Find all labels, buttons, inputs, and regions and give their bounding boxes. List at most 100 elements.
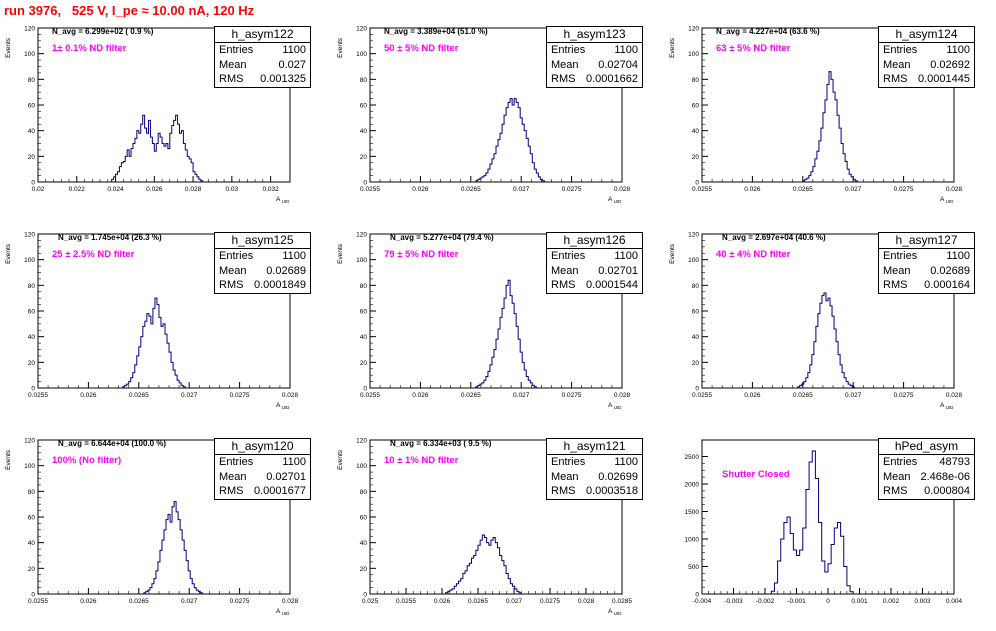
y-tick-label: 0 — [363, 180, 367, 187]
stats-value: 1100 — [946, 44, 970, 56]
n-avg-label: N_avg = 6.299e+02 ( 0.9 %) — [52, 27, 154, 36]
x-tick-label: 0.002 — [883, 598, 900, 605]
histogram-name: hPed_asym — [879, 439, 974, 455]
stats-row-entries: Entries 1100 — [215, 455, 310, 470]
stats-value: 0.02701 — [598, 264, 638, 277]
y-tick-label: 1000 — [685, 537, 700, 544]
y-tick-label: 100 — [356, 51, 367, 58]
stats-value: 0.001325 — [260, 73, 306, 85]
stats-value: 0.000804 — [924, 485, 970, 497]
stats-box: h_asym120 Entries 1100 Mean 0.02701 RMS 0.0001… — [214, 438, 311, 500]
x-axis-title: A UID — [940, 402, 954, 410]
stats-row-rms: RMS 0.0001849 — [215, 278, 310, 293]
y-tick-label: 60 — [360, 309, 368, 316]
y-tick-label: 60 — [692, 103, 700, 110]
y-tick-label: 60 — [28, 309, 36, 316]
stats-box: h_asym123 Entries 1100 Mean 0.02704 RMS 0.0001… — [546, 26, 643, 88]
x-tick-label: 0.026 — [80, 598, 97, 605]
stats-row-mean: Mean 2.468e-06 — [879, 470, 974, 485]
x-tick-label: 0.026 — [744, 392, 761, 399]
y-tick-label: 80 — [692, 283, 700, 290]
y-axis-title: Events — [5, 243, 12, 264]
y-tick-label: 80 — [360, 283, 368, 290]
y-tick-label: 0 — [363, 592, 367, 599]
histogram-series — [143, 501, 203, 594]
x-tick-label: 0.027 — [845, 392, 862, 399]
x-tick-label: 0 — [826, 598, 830, 605]
y-tick-label: 500 — [688, 564, 699, 571]
y-axis-title: Events — [669, 243, 676, 264]
x-tick-label: 0.028 — [282, 598, 299, 605]
stats-value: 1100 — [614, 456, 638, 468]
n-avg-label: N_avg = 1.745e+04 (26.3 %) — [58, 233, 162, 242]
y-tick-label: 40 — [28, 540, 36, 547]
y-tick-label: 20 — [28, 566, 36, 573]
stats-value: 1100 — [282, 250, 306, 262]
x-tick-label: 0.028 — [578, 598, 595, 605]
y-tick-label: 40 — [28, 128, 36, 135]
y-tick-label: 60 — [28, 515, 36, 522]
stats-box: hPed_asym Entries 48793 Mean 2.468e-06 RMS 0.0… — [878, 438, 975, 500]
stats-box: h_asym127 Entries 1100 Mean 0.02689 RMS 0.0001… — [878, 232, 975, 294]
stats-value: 0.02692 — [930, 58, 970, 71]
y-tick-label: 20 — [692, 154, 700, 161]
filter-label: 63 ± 5% ND filter — [716, 43, 791, 54]
x-tick-label: 0.028 — [614, 392, 631, 399]
x-tick-label: -0.004 — [693, 598, 712, 605]
x-axis-title: A UID — [608, 196, 622, 204]
y-tick-label: 60 — [692, 309, 700, 316]
x-tick-label: 0.0285 — [612, 598, 632, 605]
y-tick-label: 2000 — [685, 482, 700, 489]
x-tick-label: 0.028 — [185, 186, 202, 193]
y-tick-label: 0 — [31, 386, 35, 393]
histogram-chart: 0 20 40 60 80 100 120 0.0255 0.026 0.0265 0.027 0.0… — [669, 232, 963, 411]
y-tick-label: 40 — [360, 334, 368, 341]
x-tick-label: 0.0275 — [230, 598, 250, 605]
stats-value: 1100 — [282, 456, 306, 468]
x-tick-label: 0.026 — [434, 598, 451, 605]
y-tick-label: 100 — [688, 257, 699, 264]
x-tick-label: 0.0265 — [461, 392, 481, 399]
n-avg-label: N_avg = 6.644e+04 (100.0 %) — [58, 439, 167, 448]
y-tick-label: 80 — [28, 283, 36, 290]
y-tick-label: 120 — [356, 26, 367, 33]
x-tick-label: 0.028 — [614, 186, 631, 193]
histogram-name: h_asym121 — [547, 439, 642, 455]
y-tick-label: 40 — [692, 128, 700, 135]
y-axis-title: Events — [5, 37, 12, 58]
histogram-series — [475, 279, 537, 388]
stats-key: Entries — [883, 456, 918, 468]
filter-label: 25 ± 2.5% ND filter — [52, 249, 135, 260]
x-tick-label: 0.024 — [107, 186, 124, 193]
histogram-chart: 0 20 40 60 80 100 120 0.02 0.022 0.024 0.026 0.028 0… — [5, 26, 291, 204]
histogram-series — [122, 297, 186, 388]
y-tick-label: 0 — [31, 592, 35, 599]
y-tick-label: 80 — [28, 77, 36, 84]
stats-row-mean: Mean 0.02701 — [215, 470, 310, 485]
y-tick-label: 20 — [360, 154, 368, 161]
stats-key: Entries — [551, 44, 586, 56]
x-tick-label: 0.027 — [845, 186, 862, 193]
stats-box: h_asym124 Entries 1100 Mean 0.02692 RMS 0.0001… — [878, 26, 975, 88]
x-tick-label: 0.028 — [946, 186, 963, 193]
stats-key: RMS — [219, 279, 244, 291]
y-tick-label: 0 — [31, 180, 35, 187]
stats-key: RMS — [883, 485, 908, 497]
stats-box: h_asym121 Entries 1100 Mean 0.02699 RMS 0.0003… — [546, 438, 643, 500]
x-tick-label: 0.003 — [914, 598, 931, 605]
x-tick-label: 0.0275 — [562, 186, 582, 193]
histogram-panel: 0 20 40 60 80 100 120 0.0255 0.026 0.0265 0.027 0.0… — [332, 12, 664, 219]
x-tick-label: 0.027 — [513, 392, 530, 399]
histogram-panel: 0 500 1000 1500 2000 2500 -0.004 -0.003 -0.002 -0… — [664, 424, 996, 631]
stats-row-entries: Entries 1100 — [879, 43, 974, 58]
y-tick-label: 100 — [688, 51, 699, 58]
y-tick-label: 120 — [24, 438, 35, 445]
stats-key: RMS — [883, 73, 908, 85]
y-tick-label: 1500 — [685, 509, 700, 516]
stats-row-entries: Entries 1100 — [879, 249, 974, 264]
page-title: run 3976, 525 V, I_pe ≈ 10.00 nA, 120 Hz — [4, 3, 255, 18]
stats-value: 0.02701 — [266, 470, 306, 483]
stats-key: Entries — [219, 456, 254, 468]
histogram-panel: 0 20 40 60 80 100 120 0.02 0.022 0.024 0.026 0.028 0… — [0, 12, 332, 219]
y-tick-label: 120 — [688, 26, 699, 33]
